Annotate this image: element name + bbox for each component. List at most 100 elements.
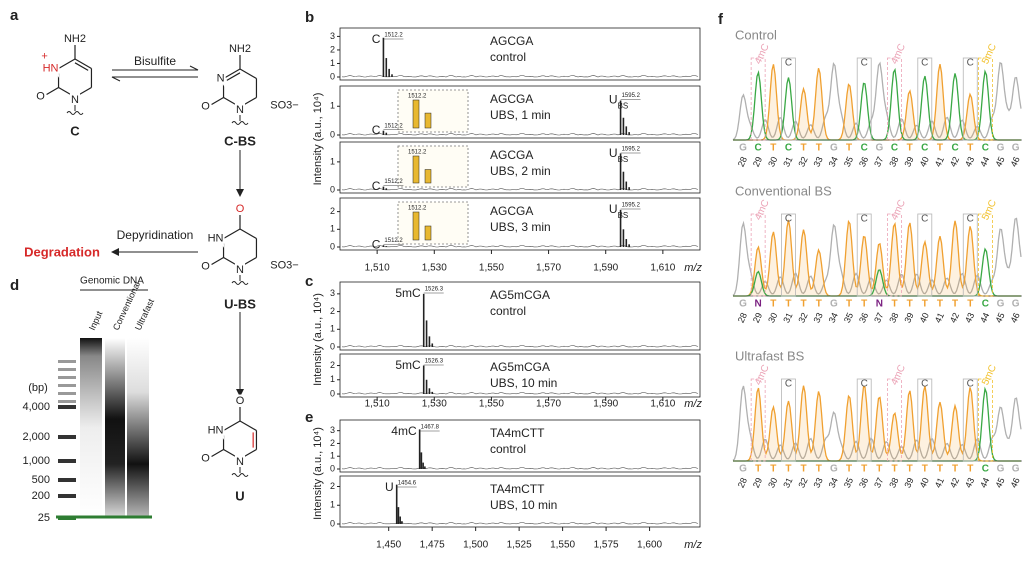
eq-arrow: [111, 76, 198, 82]
base-call: G: [830, 299, 838, 310]
position-label: 37: [872, 476, 885, 489]
peak-label-sub: BS: [618, 155, 629, 164]
gel-lane: [127, 338, 149, 518]
annotation-box: [781, 213, 796, 297]
annotation-label: 5mC: [980, 198, 999, 222]
base-call: T: [816, 143, 822, 154]
x-tick-label: 1,450: [376, 540, 401, 551]
peak-mz: 1526.3: [425, 287, 444, 293]
annotation-label: 4mC: [753, 42, 772, 66]
base-call: T: [937, 464, 943, 475]
bond: [46, 86, 59, 96]
annotation-box: [887, 378, 902, 462]
annotation-label: 5mC: [980, 363, 999, 387]
position-label: 30: [766, 476, 779, 489]
peak-label: C: [372, 32, 381, 46]
lane-label: Input: [87, 309, 105, 332]
wavy-bond: [66, 105, 84, 115]
position-label: 37: [872, 311, 885, 324]
y-tick-label: 1: [330, 324, 335, 334]
annotation-box: [887, 57, 902, 141]
atom-label: SO3−: [270, 259, 298, 271]
base-call: T: [785, 299, 791, 310]
sample-label: control: [490, 304, 526, 318]
sample-label: AGCGA: [490, 204, 533, 218]
atom-label: N: [236, 264, 244, 276]
x-axis-label: m/z: [684, 539, 702, 551]
peak-mz: 1512.2: [384, 238, 403, 244]
noise: [341, 133, 699, 136]
base-call: T: [755, 464, 761, 475]
double-bond: [74, 62, 89, 71]
annotation-box: [917, 378, 933, 462]
annotation-box: [962, 378, 978, 462]
bond: [211, 448, 224, 458]
y-tick-label: 0: [330, 463, 335, 473]
base-call: G: [1012, 464, 1020, 475]
annotation-box: [856, 213, 872, 297]
position-label: 39: [902, 476, 915, 489]
base-call: C: [755, 143, 762, 154]
bond: [74, 86, 92, 98]
position-label: 32: [796, 476, 809, 489]
peak-label: 5mC: [395, 286, 421, 300]
spectrum-frame: [339, 419, 701, 473]
y-tick-label: 1: [330, 451, 335, 461]
ladder-band: [58, 405, 76, 409]
position-label: 34: [827, 476, 840, 489]
annotation-box: [887, 213, 902, 297]
noise: [341, 245, 699, 248]
ladder-label: 2,000: [22, 431, 50, 443]
annotation-label: C: [967, 379, 974, 390]
inset-peak: [424, 169, 432, 184]
panel-letter: f: [718, 11, 724, 28]
base-call: T: [846, 464, 852, 475]
molecule-name: U-BS: [224, 296, 256, 311]
base-call: T: [952, 464, 958, 475]
position-label: 38: [887, 155, 900, 168]
position-label: 44: [978, 155, 991, 168]
y-tick-label: 2: [330, 438, 335, 448]
x-tick-label: 1,570: [536, 263, 561, 274]
y-tick-label: 3: [330, 31, 335, 41]
position-label: 43: [963, 155, 976, 168]
base-call: T: [861, 299, 867, 310]
peak-label: U: [609, 202, 618, 216]
base-call: T: [861, 464, 867, 475]
annotation-box: [750, 213, 766, 297]
trace-fill: [733, 385, 1022, 461]
bond: [223, 228, 241, 240]
base-call: C: [951, 143, 958, 154]
trace-fill: [733, 64, 1022, 140]
peak-mz: 1454.6: [398, 481, 417, 487]
y-tick-label: 2: [330, 44, 335, 54]
bond: [211, 256, 224, 266]
inset-peak: [412, 155, 420, 184]
atom-label: N: [236, 104, 244, 116]
position-label: 35: [842, 476, 855, 489]
position-label: 36: [857, 476, 870, 489]
annotation-label: C: [785, 214, 792, 225]
y-tick-label: 1: [330, 500, 335, 510]
base-call: T: [876, 464, 882, 475]
inset-peak: [424, 112, 432, 129]
ladder-label: 4,000: [22, 401, 50, 413]
position-label: 46: [1008, 476, 1021, 489]
sample-label: control: [490, 50, 526, 64]
position-label: 33: [812, 476, 825, 489]
y-tick-label: 0: [330, 184, 335, 194]
atom-label: N: [71, 94, 79, 106]
reagent: Bisulfite: [134, 54, 176, 68]
spectrum-frame: [339, 475, 701, 528]
x-tick-label: 1,530: [422, 263, 447, 274]
y-tick-label: 2: [330, 206, 335, 216]
ladder-band: [58, 459, 76, 463]
y-tick-label: 0: [330, 518, 335, 528]
trace: [732, 385, 1022, 461]
base-call: T: [907, 464, 913, 475]
noise: [341, 467, 699, 470]
base-call: T: [967, 464, 973, 475]
sample-label: AGCGA: [490, 34, 533, 48]
peak-label: 5mC: [395, 358, 421, 372]
y-tick-label: 1: [330, 156, 335, 166]
